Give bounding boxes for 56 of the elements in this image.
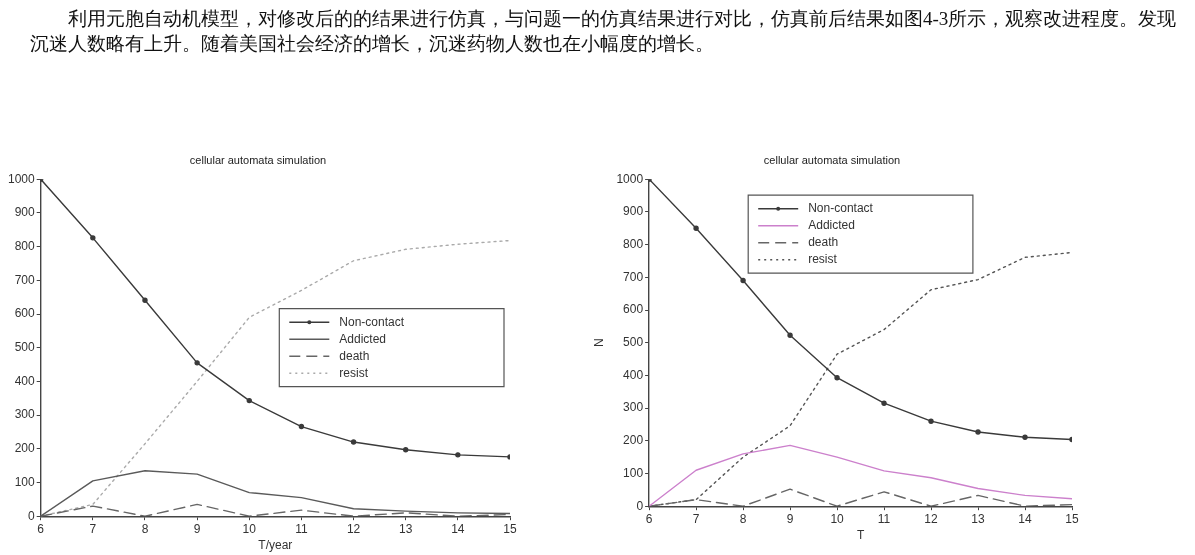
legend-label: Addicted xyxy=(339,331,386,346)
y-axis-title: N xyxy=(591,338,606,348)
legend-label: death xyxy=(808,235,839,250)
y-tick-label: 0 xyxy=(636,498,644,513)
y-tick-label: 900 xyxy=(14,205,36,220)
x-tick-label: 7 xyxy=(89,521,97,536)
x-tick-label: 9 xyxy=(786,511,794,526)
y-tick-label: 700 xyxy=(623,269,644,284)
y-tick-label: 1000 xyxy=(616,171,644,186)
y-tick-label: 300 xyxy=(14,407,36,422)
y-tick-label: 500 xyxy=(14,340,36,355)
chart-title: cellular automata simulation xyxy=(189,153,327,166)
x-tick-label: 7 xyxy=(692,511,700,526)
text: 利用元胞自动机模型，对修改后的的结果进行仿真，与问题一的仿真结果进行对比，仿真前后结果如图4-3所示，观察改进程度。发现沉迷人数略有上升。随着美国社会经济的增长，沉迷药物人数也在小幅度的增长。 xyxy=(30,7,1178,56)
x-tick-label: 12 xyxy=(346,521,361,536)
x-tick-label: 14 xyxy=(1018,511,1032,526)
legend-label: resist xyxy=(808,252,838,267)
y-tick-label: 800 xyxy=(14,238,36,253)
x-tick-label: 10 xyxy=(830,511,845,526)
y-tick-label: 300 xyxy=(623,400,644,415)
x-tick-label: 15 xyxy=(503,521,517,536)
x-tick-label: 14 xyxy=(451,521,465,536)
chart-title: cellular automata simulation xyxy=(763,153,901,166)
x-tick-label: 11 xyxy=(295,521,308,536)
y-tick-label: 1000 xyxy=(7,171,36,186)
legend-label: resist xyxy=(339,365,369,380)
x-tick-label: 13 xyxy=(971,511,986,526)
x-tick-label: 13 xyxy=(399,521,413,536)
x-tick-label: 9 xyxy=(193,521,201,536)
x-tick-label: 12 xyxy=(924,511,939,526)
y-tick-label: 900 xyxy=(623,204,644,219)
x-tick-label: 11 xyxy=(877,511,891,526)
legend-label: Non-contact xyxy=(339,314,405,329)
y-tick-label: 700 xyxy=(14,272,36,287)
y-tick-label: 600 xyxy=(14,306,36,321)
y-tick-label: 400 xyxy=(623,367,644,382)
y-tick-label: 200 xyxy=(14,441,36,456)
y-tick-label: 200 xyxy=(623,433,644,448)
x-axis-title: T xyxy=(856,528,865,543)
legend-label: death xyxy=(339,348,370,363)
x-tick-label: 10 xyxy=(242,521,257,536)
x-axis-title: T/year xyxy=(258,538,293,553)
y-tick-label: 600 xyxy=(623,302,644,317)
x-tick-label: 6 xyxy=(37,521,45,536)
x-tick-label: 15 xyxy=(1065,511,1079,526)
y-tick-label: 400 xyxy=(14,373,36,388)
y-tick-label: 100 xyxy=(623,465,644,480)
legend-label: Addicted xyxy=(808,218,855,233)
x-tick-label: 6 xyxy=(645,511,653,526)
y-tick-label: 0 xyxy=(28,508,36,523)
legend-label: Non-contact xyxy=(808,201,874,216)
x-tick-label: 8 xyxy=(739,511,747,526)
y-tick-label: 100 xyxy=(14,474,36,489)
y-tick-label: 800 xyxy=(623,236,644,251)
y-tick-label: 500 xyxy=(623,335,644,350)
x-tick-label: 8 xyxy=(141,521,149,536)
